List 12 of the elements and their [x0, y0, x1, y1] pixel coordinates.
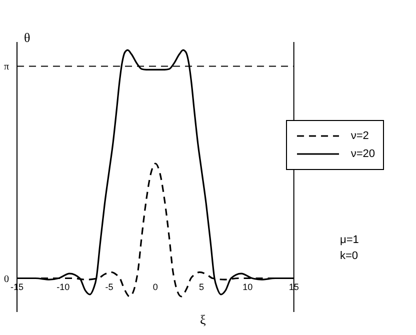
x-tick-label: 5 — [199, 282, 204, 292]
legend-label: ν=20 — [350, 148, 375, 160]
text: μ=1 — [340, 233, 359, 248]
x-tick-label: -5 — [105, 282, 114, 292]
x-tick-label: 10 — [242, 282, 253, 292]
x-tick-label: -10 — [56, 282, 70, 292]
y-tick-label: π — [4, 62, 9, 73]
text: k=0 — [340, 249, 359, 264]
legend-label: ν=2 — [350, 130, 369, 142]
y-axis-title: θ — [24, 30, 30, 46]
x-tick-label: 0 — [152, 282, 158, 292]
x-axis-title: ξ — [200, 312, 206, 328]
